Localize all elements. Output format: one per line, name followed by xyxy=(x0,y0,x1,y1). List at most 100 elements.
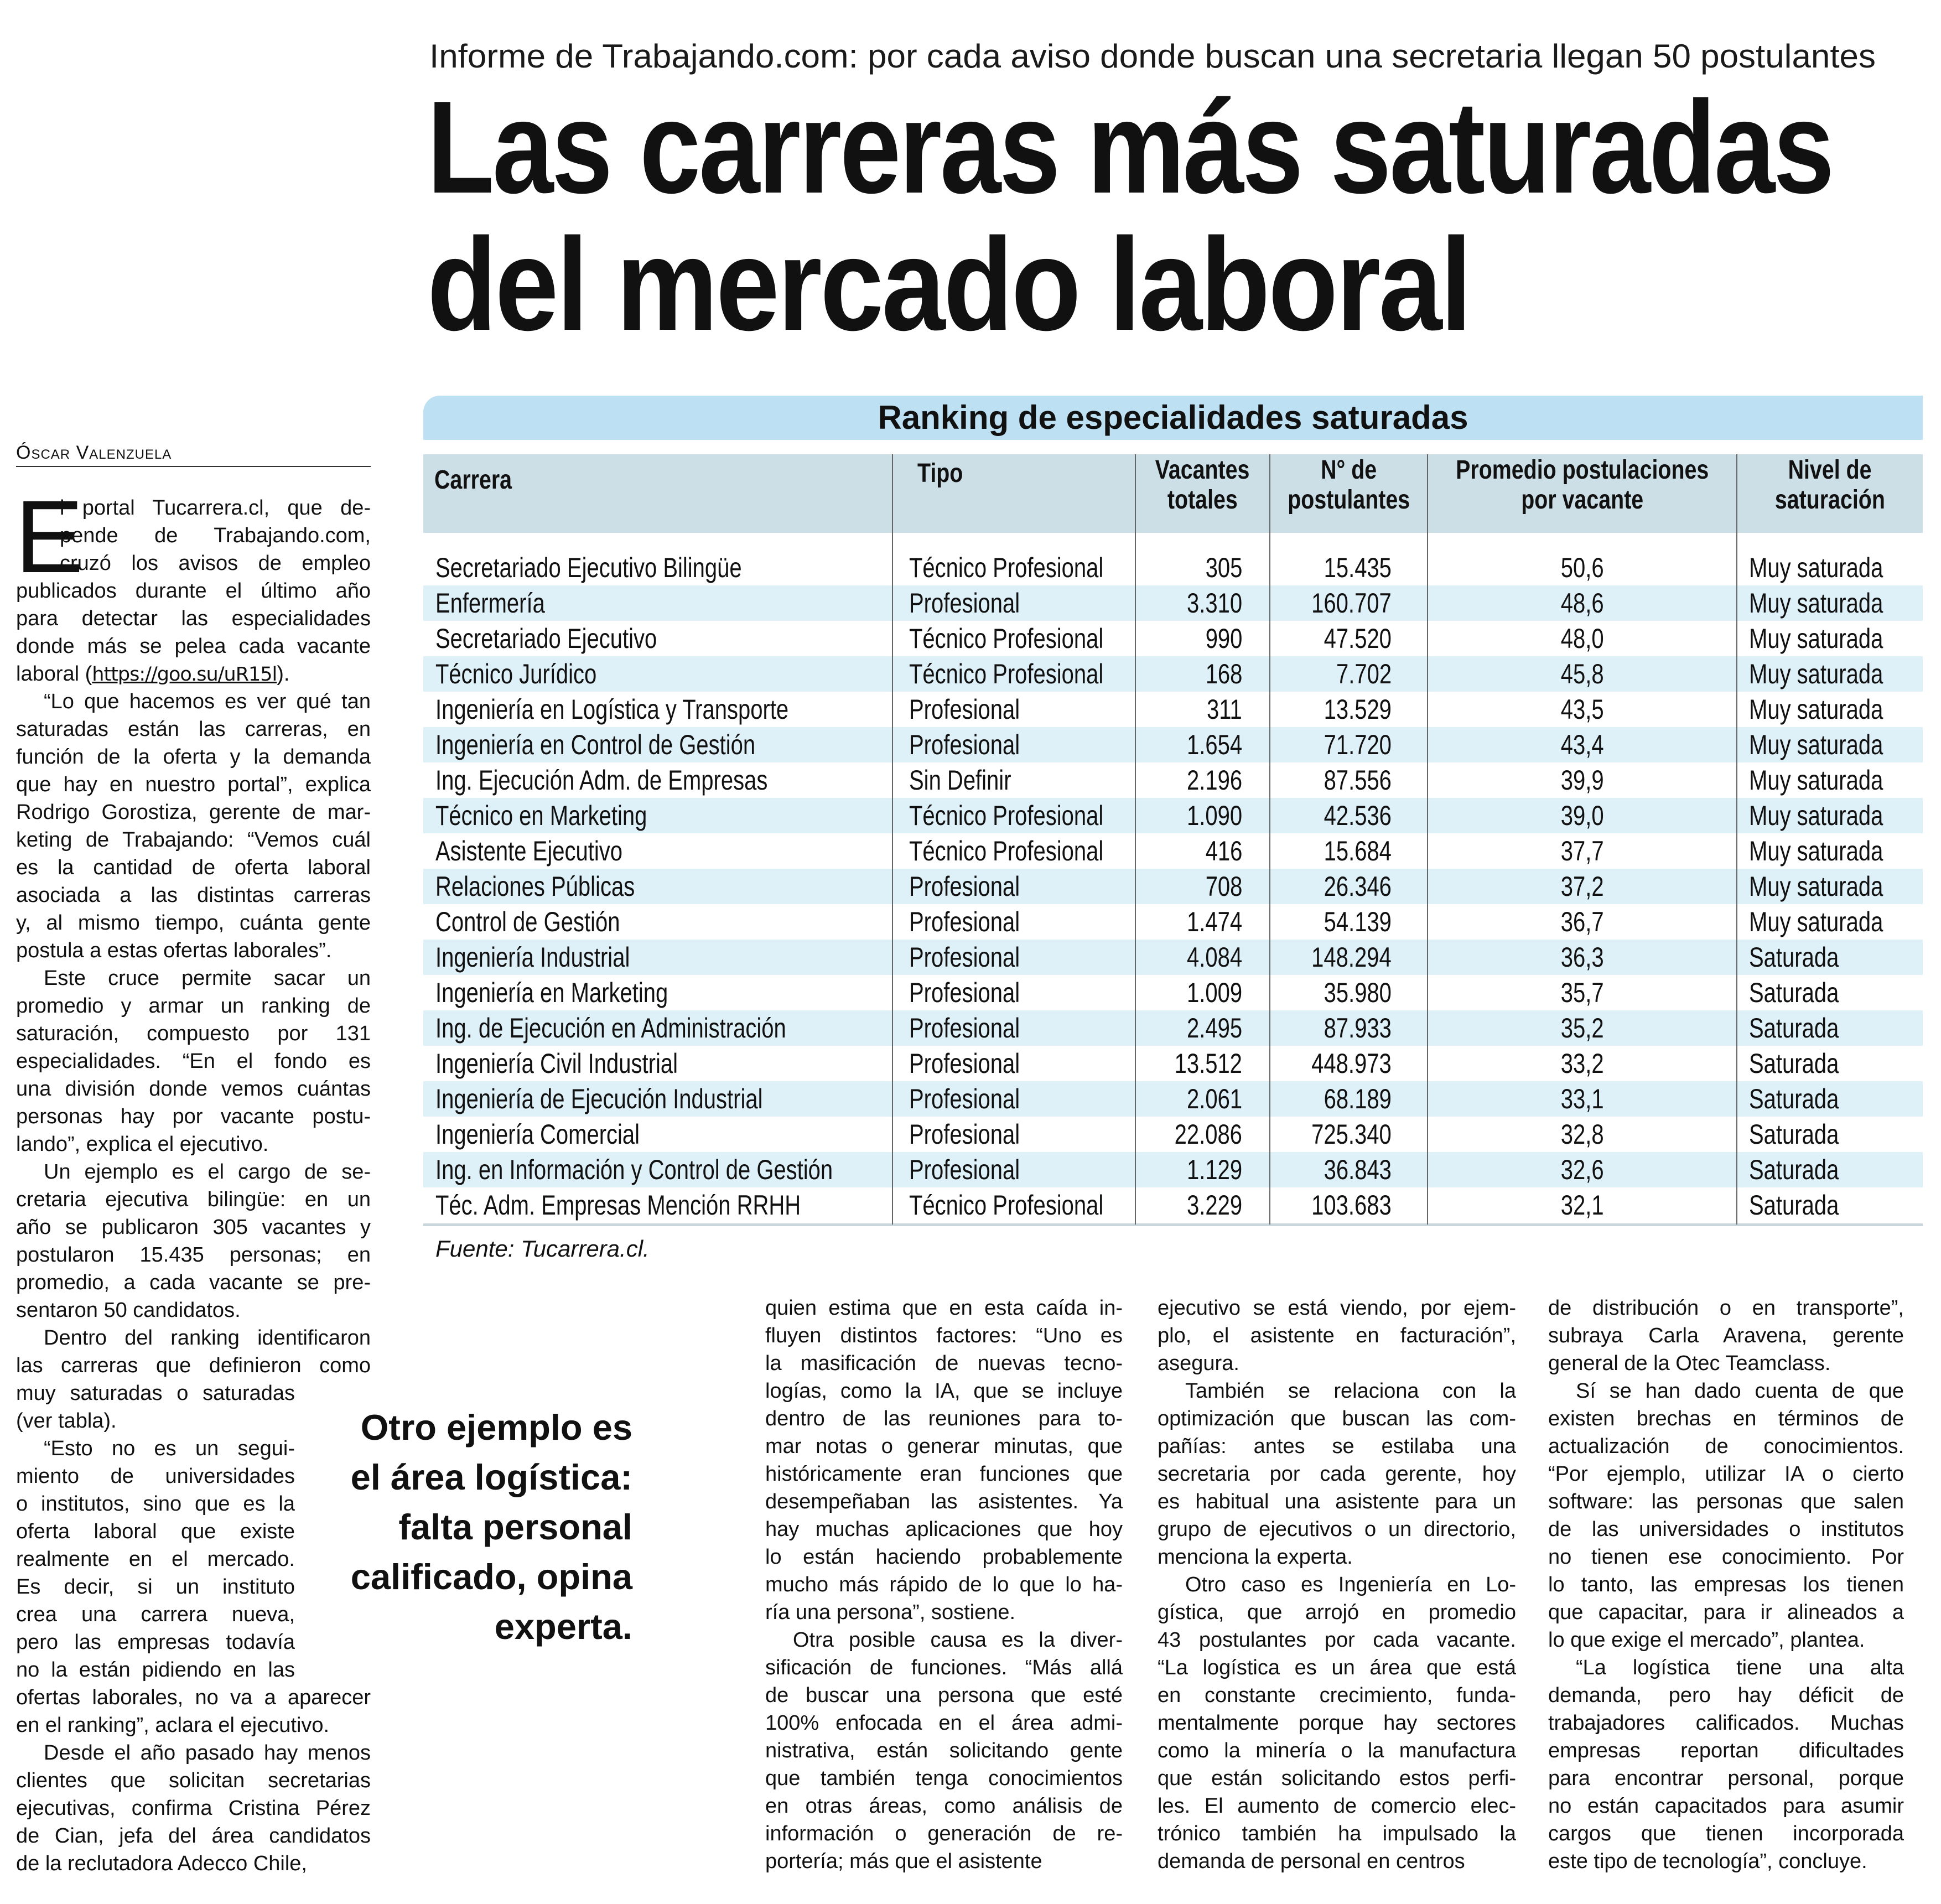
cell-vacantes: 1.474 xyxy=(1186,906,1242,937)
text-line: realmente en el mercado. xyxy=(16,1548,295,1571)
text-line: También se relaciona con la xyxy=(1185,1379,1516,1403)
table-row: Ingeniería de Ejecución Industrial Profes… xyxy=(423,1081,1923,1117)
cell-postulantes: 36.843 xyxy=(1324,1154,1392,1185)
cell-vacantes: 416 xyxy=(1205,836,1242,867)
table-row: Secretariado Ejecutivo Técnico Profesiona… xyxy=(423,621,1923,656)
cell-vacantes: 990 xyxy=(1205,623,1242,654)
cell-postulantes: 15.435 xyxy=(1324,552,1392,583)
text-line: promedio, a cada vacante se pre- xyxy=(16,1271,371,1294)
cell-nivel: Muy saturada xyxy=(1749,765,1883,796)
column-divider xyxy=(1135,454,1136,1225)
header-tipo: Tipo xyxy=(892,454,1135,533)
cell-vacantes: 1.090 xyxy=(1186,800,1242,831)
table-title: Ranking de especialidades saturadas xyxy=(423,396,1923,440)
cell-promedio: 33,1 xyxy=(1560,1083,1604,1114)
cell-vacantes: 4.084 xyxy=(1186,942,1242,973)
cell-tipo: Técnico Profesional xyxy=(909,1190,1104,1221)
cell-postulantes: 42.536 xyxy=(1324,800,1392,831)
cell-tipo: Sin Definir xyxy=(909,765,1011,796)
cell-postulantes: 725.340 xyxy=(1311,1119,1392,1150)
text-line: que están solicitando estos perfi- xyxy=(1158,1767,1516,1790)
text-line: logías, como la IA, que se incluye xyxy=(765,1379,1123,1403)
table-row: Ing. de Ejecución en Administración Profe… xyxy=(423,1010,1923,1046)
text-line: asociada a las distintas carreras xyxy=(16,884,371,907)
cell-promedio: 48,0 xyxy=(1560,623,1604,654)
cell-nivel: Saturada xyxy=(1749,942,1839,973)
text-line: trabajadores calificados. Muchas xyxy=(1548,1711,1904,1735)
text-line: “Lo que hacemos es ver qué tan xyxy=(44,690,371,713)
cell-promedio: 32,8 xyxy=(1560,1119,1604,1150)
text-line: “Esto no es un segui- xyxy=(44,1437,295,1460)
text-line: ejecutivas, confirma Cristina Pérez xyxy=(16,1797,371,1820)
text-line: que capacitar, para ir alineados a xyxy=(1548,1601,1904,1624)
pull-quote-line: calificado, opina xyxy=(350,1557,632,1597)
pull-quote-line: falta personal xyxy=(398,1507,632,1547)
cell-nivel: Saturada xyxy=(1749,977,1839,1008)
cell-tipo: Profesional xyxy=(909,1119,1020,1150)
text-line: plo, el asistente en facturación”, xyxy=(1158,1324,1516,1347)
cell-carrera: Técnico en Marketing xyxy=(435,800,647,831)
cell-carrera: Ing. en Información y Control de Gestión xyxy=(435,1154,833,1185)
text-line: cretaria ejecutiva bilingüe: en un xyxy=(16,1188,371,1211)
source-link[interactable]: https://goo.su/uR15l xyxy=(92,663,277,686)
text-line: saturación, compuesto por 131 xyxy=(16,1022,371,1045)
table-row: Ingeniería en Control de Gestión Profesio… xyxy=(423,727,1923,762)
cell-vacantes: 708 xyxy=(1205,871,1242,902)
cell-vacantes: 168 xyxy=(1205,658,1242,689)
pull-quote: Otro ejemplo es el área logística: falta… xyxy=(310,1403,632,1652)
text-line: (ver tabla). xyxy=(16,1409,117,1433)
text-line: Rodrigo Gorostiza, gerente de mar- xyxy=(16,801,371,824)
cell-vacantes: 2.061 xyxy=(1186,1083,1242,1114)
text-line: grupo de ejecutivos o un directorio, xyxy=(1158,1518,1516,1541)
table-row: Control de Gestión Profesional 1.474 54.139… xyxy=(423,904,1923,940)
text-line: “La logística tiene una alta xyxy=(1576,1656,1904,1679)
table-row: Secretariado Ejecutivo Bilingüe Técnico P… xyxy=(423,550,1923,585)
cell-postulantes: 54.139 xyxy=(1324,906,1392,937)
ranking-table: Carrera Tipo Vacantes totales N° de postulant… xyxy=(423,454,1923,1226)
text-line: función de la oferta y la demanda xyxy=(16,745,371,769)
cell-promedio: 35,7 xyxy=(1560,977,1604,1008)
text-line: miento de universidades xyxy=(16,1465,295,1488)
table-source: Fuente: Tucarrera.cl. xyxy=(435,1236,650,1262)
text-line: este tipo de tecnología”, concluye. xyxy=(1548,1850,1867,1873)
text-line: la masificación de nuevas tecno- xyxy=(765,1352,1123,1375)
cell-carrera: Ing. de Ejecución en Administración xyxy=(435,1013,786,1044)
text-line: Dentro del ranking identificaron xyxy=(44,1326,371,1350)
header-label: N° de xyxy=(1320,455,1377,485)
text-line: general de la Otec Teamclass. xyxy=(1548,1352,1831,1375)
text-line: postula a estas ofertas laborales”. xyxy=(16,939,332,962)
text-line: lo que exige el mercado”, plantea. xyxy=(1548,1628,1865,1652)
table-row: Ingeniería en Logística y Transporte Prof… xyxy=(423,692,1923,727)
cell-tipo: Profesional xyxy=(909,729,1020,760)
text-line: saturadas están las carreras, en xyxy=(16,718,371,741)
header-promedio: Promedio postulaciones por vacante xyxy=(1428,454,1737,533)
text-line: crea una carrera nueva, xyxy=(16,1603,295,1626)
pull-quote-line: Otro ejemplo es xyxy=(360,1407,632,1448)
cell-tipo: Profesional xyxy=(909,942,1020,973)
text-line: demanda de personal en centros xyxy=(1158,1850,1465,1873)
cell-tipo: Profesional xyxy=(909,1048,1020,1079)
cell-postulantes: 160.707 xyxy=(1311,588,1392,619)
text-line: promedio y armar un ranking de xyxy=(16,994,371,1018)
cell-carrera: Asistente Ejecutivo xyxy=(435,836,622,867)
kicker-text: Informe de Trabajando.com: por cada avis… xyxy=(429,38,1876,75)
column-divider xyxy=(892,454,893,1225)
text-line: gística, que arrojó en promedio xyxy=(1158,1601,1516,1624)
cell-postulantes: 26.346 xyxy=(1324,871,1392,902)
text-line: Desde el año pasado hay menos xyxy=(44,1741,371,1765)
text-line: trónico también ha impulsado la xyxy=(1158,1822,1516,1845)
text-line: de Cian, jefa del área candidatos xyxy=(16,1824,371,1848)
header-label: por vacante xyxy=(1521,485,1643,515)
cell-postulantes: 87.556 xyxy=(1324,765,1392,796)
text-line: postularon 15.435 personas; en xyxy=(16,1243,371,1267)
text-line: optimización que buscan las com- xyxy=(1158,1407,1516,1430)
text-line: sentaron 50 candidatos. xyxy=(16,1299,241,1322)
cell-tipo: Profesional xyxy=(909,1154,1020,1185)
text-line: ofertas laborales, no va a aparecer xyxy=(16,1686,371,1709)
cell-carrera: Ingeniería Comercial xyxy=(435,1119,640,1150)
cell-vacantes: 1.009 xyxy=(1186,977,1242,1008)
text-line: de las universidades o institutos xyxy=(1548,1518,1904,1541)
table-bottom-rule xyxy=(423,1223,1923,1226)
header-nivel: Nivel de saturación xyxy=(1737,454,1923,533)
cell-nivel: Saturada xyxy=(1749,1013,1839,1044)
